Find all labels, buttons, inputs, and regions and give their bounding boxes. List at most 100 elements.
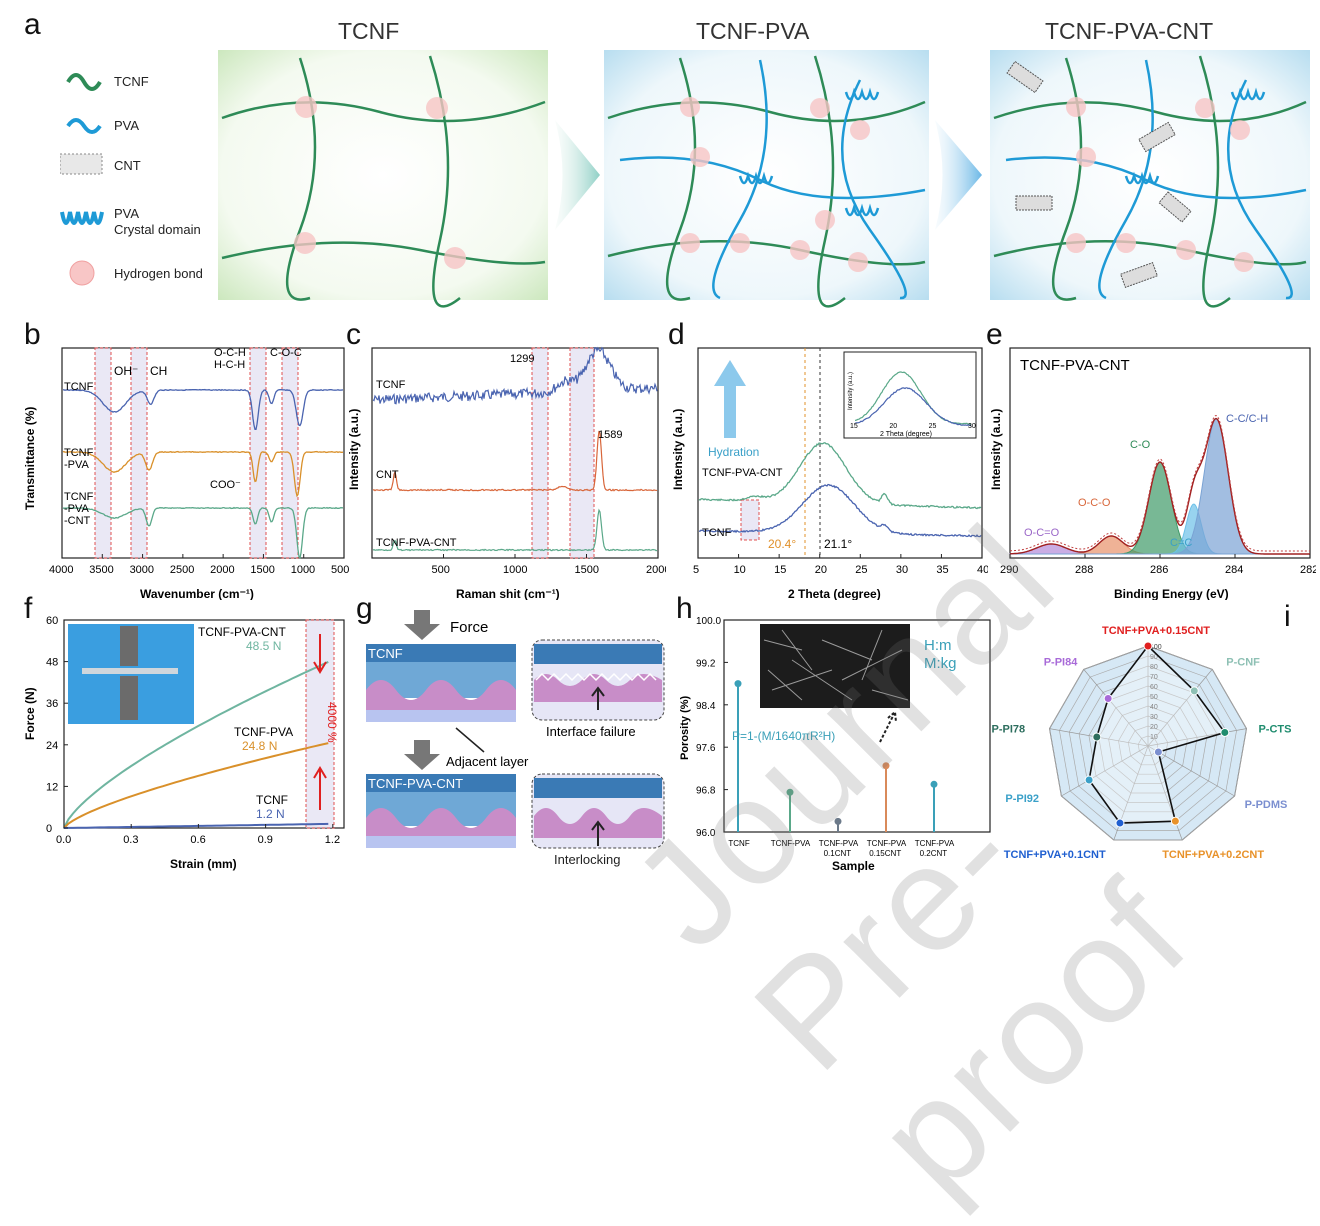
radar-spoke-2 [1147,669,1213,747]
panel-letter-a: a [24,8,41,41]
xrd-annot-21-1: 21.1° [824,537,852,551]
xrd-xtick-label-5: 25 [855,564,867,576]
legend-pva-label: PVA [114,118,140,133]
tensile-photo-sample [82,668,178,674]
xps-xtick-label-5: 282 [1300,564,1316,576]
porosity-point-2 [786,788,794,796]
xps-label-oco: O-C-O [1078,497,1111,509]
force-xtick-label-4: 0.9 [258,834,273,846]
radar-axis-label-4: P-PDMS [1245,799,1288,811]
porosity-xtick-label-5-1: TCNF-PVA [915,839,955,848]
porosity-ytick-label-1: 96.0 [696,828,716,839]
porosity-annot-mkg: M:kg [924,655,957,672]
raman-plot-frame [371,347,659,559]
porosity-ylabel: Porosity (%) [679,695,691,760]
xps-label-co: C-O [1130,439,1151,451]
force-arrow-bottom-icon [404,740,440,770]
porosity-pointer [879,709,897,743]
xrd-chart: Hydration 2 Theta (degree) Intensity (a.… [671,347,988,600]
porosity-ytick-label-3: 97.6 [696,743,716,754]
porosity-annot-hm: H:m [924,637,952,654]
interface-failure-pointer [591,686,605,710]
ftir-xtick-label-2: 3500 [89,564,113,576]
xrd-inset-xlabel: 2 Theta (degree) [880,431,932,438]
xrd-inset-xtick-2: 20 [889,423,897,430]
force-ytick-label-3: 24 [46,740,58,752]
radar-point-1 [1143,641,1153,651]
porosity-xtick-label-5-2: 0.2CNT [920,849,948,858]
porosity-xtick-label-4-1: TCNF-PVA [867,839,907,848]
radar-point-4 [1153,747,1163,757]
ftir-series-label-tcnf: TCNF [64,381,94,393]
ftir-line-1 [62,388,344,430]
ftir-annot-coc: C-O-C [270,347,302,359]
force-annot-4000: 4000 % [325,702,339,743]
radar-axis-label-1: TCNF+PVA+0.15CNT [1102,625,1210,637]
radar-axis-label-7: P-PI92 [1005,793,1039,805]
ftir-annot-och: O-C-H [214,347,246,359]
force-value-tcnf: 1.2 N [256,807,285,821]
interface-schematic: Force TCNF Interface failure Adjacent la… [366,610,665,849]
ftir-highlights [94,347,299,559]
radar-point-2 [1189,686,1199,696]
tensile-photo-clamp-bottom [120,676,138,720]
ftir-plot-frame [61,347,345,559]
xrd-ylabel: Intensity (a.u.) [671,409,685,490]
radar-point-5 [1170,816,1180,826]
raman-label-tcnf-pva-cnt: TCNF-PVA-CNT [376,537,457,549]
xrd-inset-xtick-4: 30 [968,423,976,430]
panel-letter-g: g [356,592,373,625]
transition-arrow-2 [935,120,982,230]
radar-ring-label-8: 80 [1150,664,1158,671]
porosity-point-3 [834,817,842,825]
panel-letter-b: b [24,318,41,351]
xrd-inset-line-2 [854,387,972,427]
raman-annot-1589: 1589 [598,429,622,441]
g-bottom-wave [366,808,516,836]
tcnf-pva-cnt-chains [1005,59,1307,300]
panel-letter-e: e [986,318,1003,351]
porosity-ytick-label-2: 96.8 [696,786,716,797]
force-line-2 [63,742,329,829]
ftir-line-3 [62,506,344,560]
xps-title: TCNF-PVA-CNT [1020,357,1130,374]
xrd-annot-20-4: 20.4° [768,537,796,551]
ftir-chart: Transmittance (%) Wavenumber (cm⁻¹) 4000… [23,347,349,600]
porosity-xtick-label-4-2: 0.15CNT [869,849,901,858]
tcnf-network-box [218,50,548,300]
xrd-xtick-label-3: 15 [774,564,786,576]
xps-xtick-label-2: 288 [1075,564,1093,576]
xps-chart: TCNF-PVA-CNT Intensity (a.u.) Binding En… [990,347,1316,600]
g-label-adjacent-layer: Adjacent layer [446,754,529,769]
porosity-point-1 [734,680,742,688]
force-ytick-label-2: 12 [46,781,58,793]
ftir-xtick-label-4: 2500 [170,564,194,576]
radar-axis-label-2: P-CNF [1226,656,1260,668]
radar-ring-3 [1118,715,1178,775]
radar-point-7 [1084,775,1094,785]
tcnf-wave-icon [66,73,102,91]
radar-spoke-9 [1083,669,1149,747]
radar-ring-6 [1088,685,1208,803]
radar-chart: 10 20 30 40 50 60 70 80 90 100 TCNF+PVA+0.15CNT P-… [992,625,1292,861]
radar-spoke-7 [1061,745,1149,797]
porosity-ytick-label-4: 98.4 [696,701,716,712]
pva-wave-icon [66,118,102,134]
force-ytick-label-1: 0 [46,823,52,835]
legend-hydrogen-bond-label: Hydrogen bond [114,266,203,281]
radar-ring-label-7: 70 [1150,674,1158,681]
radar-ring-label-4: 40 [1150,704,1158,711]
force-xtick-label-3: 0.6 [190,834,205,846]
force-label-tcnf: TCNF [256,793,288,807]
g-label-tcnf-pva-cnt: TCNF-PVA-CNT [368,776,463,791]
raman-highlights [531,347,595,559]
radar-ring-label-9: 90 [1150,654,1158,661]
porosity-ytick-label-5: 99.2 [696,658,716,669]
ftir-xlabel: Wavenumber (cm⁻¹) [140,587,254,600]
radar-ring-9 [1059,655,1237,831]
ftir-ylabel: Transmittance (%) [23,407,37,510]
radar-ring-2 [1127,725,1169,766]
xrd-plot-frame [697,347,983,559]
raman-annot-1299: 1299 [510,353,534,365]
ftir-series-label-cnt-2: -PVA [64,503,90,515]
